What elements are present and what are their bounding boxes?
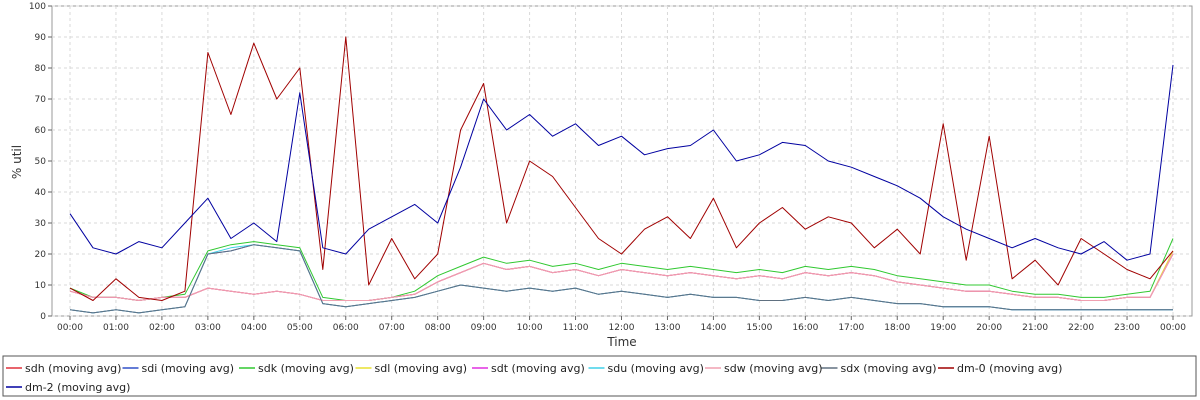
y-tick-label: 60	[35, 126, 47, 136]
y-tick-label: 100	[29, 2, 46, 12]
y-tick-label: 20	[35, 250, 47, 260]
legend-label-sdu: sdu (moving avg)	[608, 362, 704, 375]
y-tick-label: 90	[35, 33, 47, 43]
x-tick-label: 01:00	[103, 323, 129, 333]
y-tick-label: 0	[40, 312, 46, 322]
legend-label-sdt: sdt (moving avg)	[491, 362, 585, 375]
x-tick-label: 07:00	[379, 323, 405, 333]
x-tick-label: 14:00	[700, 323, 726, 333]
x-tick-label: 05:00	[287, 323, 313, 333]
y-tick-label: 30	[35, 219, 47, 229]
x-tick-label: 16:00	[792, 323, 818, 333]
series-line-sdx	[69, 244, 1173, 314]
axes: 0 10 20 30 40 50 60 70 80 90 100 00:00 01:00 02:00 03:…	[29, 2, 1186, 333]
y-tick-label: 80	[35, 64, 47, 74]
y-axis-title: % util	[10, 145, 24, 179]
legend-label-sdl: sdl (moving avg)	[375, 362, 468, 375]
legend-label-sdk: sdk (moving avg)	[258, 362, 354, 375]
x-tick-label: 13:00	[654, 323, 680, 333]
series-line-dm-0	[69, 36, 1174, 301]
x-tick-label: 20:00	[976, 323, 1002, 333]
series-lines	[69, 36, 1174, 314]
legend: sdh (moving avg) sdi (moving avg) sdk (mov…	[2, 355, 1197, 397]
y-tick-label: 10	[35, 281, 47, 291]
x-axis-title: Time	[606, 335, 636, 349]
x-tick-label: 21:00	[1022, 323, 1048, 333]
x-tick-label: 11:00	[563, 323, 589, 333]
x-tick-label: 03:00	[195, 323, 221, 333]
y-tick-label: 40	[35, 188, 47, 198]
x-tick-label: 22:00	[1068, 323, 1094, 333]
x-tick-label: 10:00	[517, 323, 543, 333]
series-line-sdk	[69, 238, 1174, 301]
y-tick-label: 50	[35, 157, 47, 167]
legend-label-dm-2: dm-2 (moving avg)	[25, 381, 130, 394]
x-tick-label: 19:00	[930, 323, 956, 333]
legend-label-dm-0: dm-0 (moving avg)	[957, 362, 1062, 375]
x-tick-label: 23:00	[1114, 323, 1140, 333]
legend-label-sdx: sdx (moving avg)	[841, 362, 937, 375]
x-tick-label: 09:00	[471, 323, 497, 333]
legend-label-sdi: sdi (moving avg)	[142, 362, 235, 375]
x-tick-label: 18:00	[884, 323, 910, 333]
x-tick-label: 12:00	[609, 323, 635, 333]
legend-box	[2, 355, 1197, 397]
x-tick-label: 08:00	[425, 323, 451, 333]
series-line-sdw	[69, 253, 1174, 301]
x-tick-label: 17:00	[838, 323, 864, 333]
x-tick-label: 06:00	[333, 323, 359, 333]
legend-label-sdh: sdh (moving avg)	[25, 362, 121, 375]
legend-label-sdw: sdw (moving avg)	[724, 362, 822, 375]
x-tick-label: 02:00	[149, 323, 175, 333]
plot-area	[51, 5, 1193, 317]
x-tick-label: 15:00	[746, 323, 772, 333]
y-tick-label: 70	[35, 95, 47, 105]
x-tick-label: 04:00	[241, 323, 267, 333]
x-tick-label: 00:00	[57, 323, 83, 333]
x-tick-label: 00:00	[1160, 323, 1186, 333]
series-line-dm-2	[69, 64, 1174, 261]
